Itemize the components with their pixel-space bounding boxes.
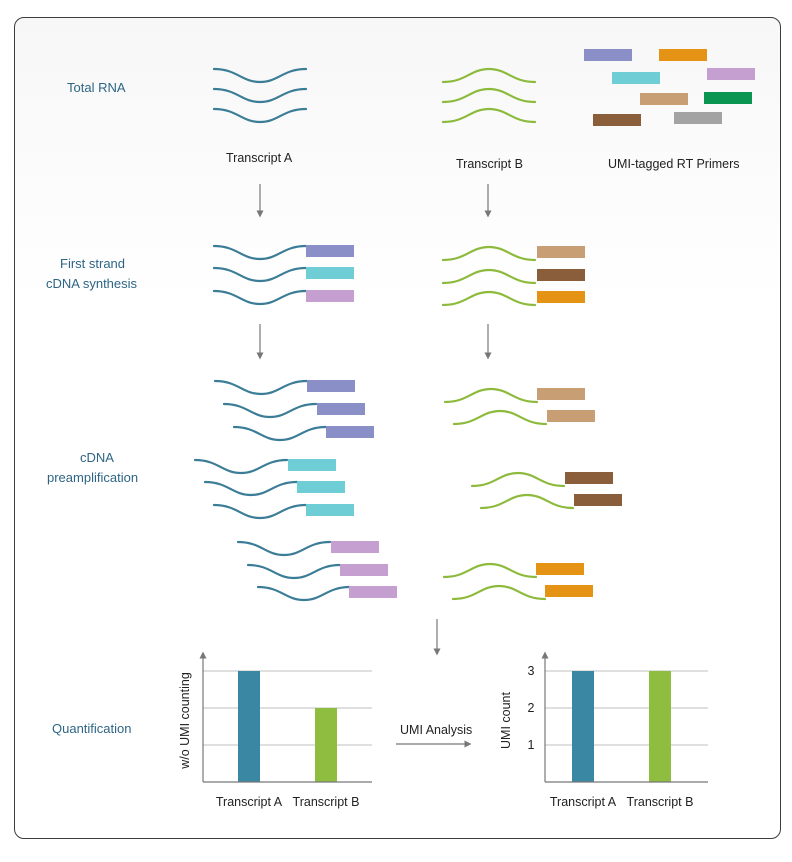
- primer-attached-b: [537, 246, 585, 258]
- umi-analysis-label: UMI Analysis: [400, 723, 472, 737]
- transcript-a-strand: [212, 67, 308, 84]
- umi-count-chart-bar: [572, 671, 594, 782]
- primer-copy-a: [307, 380, 355, 392]
- transcript-a-copy: [222, 402, 318, 419]
- umi-count-chart-tick-label: 1: [528, 738, 535, 752]
- primer-copy-b: [536, 563, 584, 575]
- transcript-b-copy: [443, 387, 539, 404]
- step-preamp-line2: preamplification: [47, 470, 138, 485]
- transcript-a-label: Transcript A: [226, 151, 293, 165]
- transcript-a-strand: [212, 289, 308, 306]
- primers-label: UMI-tagged RT Primers: [608, 157, 740, 171]
- umi-count-chart-tick-label: 3: [528, 664, 535, 678]
- umi-primer: [707, 68, 755, 80]
- umi-primer: [704, 92, 752, 104]
- transcript-a-copy: [232, 425, 328, 442]
- raw-count-chart-category-label: Transcript B: [293, 795, 360, 809]
- primer-copy-a: [349, 586, 397, 598]
- transcript-b-copy: [442, 562, 538, 579]
- raw-count-chart-category-label: Transcript A: [216, 795, 283, 809]
- umi-count-chart-bar: [649, 671, 671, 782]
- transcript-b-strand: [441, 67, 537, 84]
- umi-primer: [640, 93, 688, 105]
- transcript-a-copy: [193, 458, 289, 475]
- primer-copy-a: [306, 504, 354, 516]
- transcript-b-strand: [441, 245, 537, 262]
- primer-copy-b: [547, 410, 595, 422]
- primer-copy-b: [545, 585, 593, 597]
- primer-attached-b: [537, 291, 585, 303]
- transcript-a-copy: [246, 563, 342, 580]
- primer-attached-a: [306, 290, 354, 302]
- transcript-a-strand: [212, 244, 308, 261]
- primer-copy-b: [574, 494, 622, 506]
- transcript-b-strand: [441, 87, 537, 104]
- transcript-a-copy: [212, 503, 308, 520]
- primer-copy-a: [326, 426, 374, 438]
- umi-primer: [659, 49, 707, 61]
- primer-copy-a: [317, 403, 365, 415]
- transcript-a-strand: [212, 266, 308, 283]
- transcript-a-copy: [236, 540, 332, 557]
- primer-copy-a: [297, 481, 345, 493]
- primer-copy-a: [331, 541, 379, 553]
- step-quantification: Quantification: [52, 721, 132, 736]
- umi-count-chart-category-label: Transcript B: [627, 795, 694, 809]
- transcript-b-copy: [451, 584, 547, 601]
- transcript-a-copy: [203, 480, 299, 497]
- step-first-strand-line2: cDNA synthesis: [46, 276, 138, 291]
- step-preamp-line1: cDNA: [80, 450, 114, 465]
- umi-primer: [612, 72, 660, 84]
- primer-attached-a: [306, 245, 354, 257]
- transcript-b-strand: [441, 290, 537, 307]
- primer-copy-b: [565, 472, 613, 484]
- umi-primer: [674, 112, 722, 124]
- transcript-b-label: Transcript B: [456, 157, 523, 171]
- transcript-b-copy: [479, 493, 575, 510]
- step-first-strand-line1: First strand: [60, 256, 125, 271]
- transcript-a-strand: [212, 107, 308, 124]
- transcript-b-copy: [470, 471, 566, 488]
- umi-count-chart-category-label: Transcript A: [550, 795, 617, 809]
- primer-attached-b: [537, 269, 585, 281]
- primer-copy-a: [340, 564, 388, 576]
- transcript-a-copy: [256, 585, 352, 602]
- raw-count-chart-bar: [315, 708, 337, 782]
- transcript-a-copy: [213, 379, 309, 396]
- umi-primer: [593, 114, 641, 126]
- raw-count-chart-y-label: w/o UMI counting: [178, 672, 192, 770]
- transcript-b-strand: [441, 268, 537, 285]
- umi-count-chart-tick-label: 2: [528, 701, 535, 715]
- transcript-b-strand: [441, 107, 537, 124]
- primer-copy-a: [288, 459, 336, 471]
- raw-count-chart-bar: [238, 671, 260, 782]
- transcript-a-strand: [212, 87, 308, 104]
- primer-attached-a: [306, 267, 354, 279]
- umi-count-chart-y-label: UMI count: [499, 691, 513, 748]
- molecules-layer: Transcript A Transcript B w/o UMI counting…: [178, 49, 755, 809]
- step-total-rna: Total RNA: [67, 80, 126, 95]
- umi-primer: [584, 49, 632, 61]
- transcript-b-copy: [452, 409, 548, 426]
- primer-copy-b: [537, 388, 585, 400]
